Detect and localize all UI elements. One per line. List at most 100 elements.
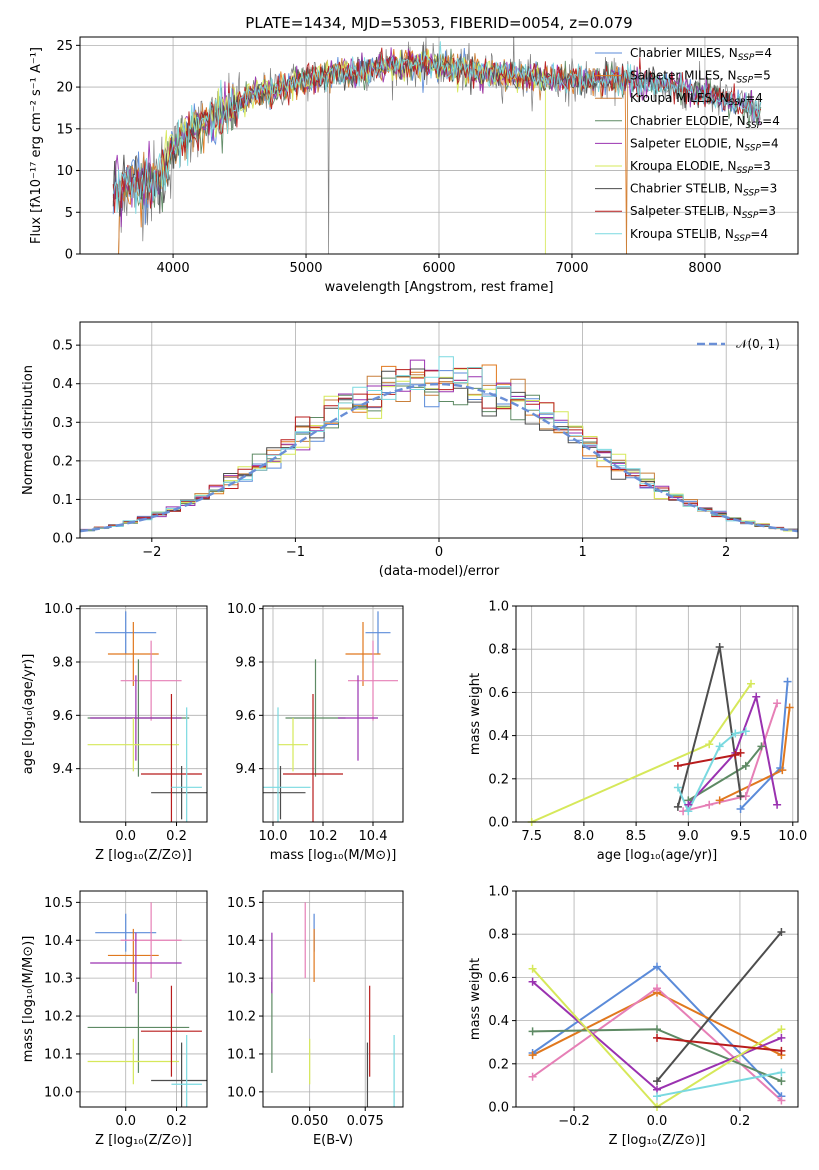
- legend-sep: , N: [729, 114, 746, 128]
- weight-vs-Z-ytick-label: 1.0: [488, 885, 509, 900]
- residuals-ytick-label: 0.3: [52, 416, 73, 431]
- mass-vs-Z-frame: [79, 890, 208, 1108]
- mass-vs-ebv-ytick-label: 10.1: [227, 1047, 256, 1062]
- residuals-xlabel: (data-model)/error: [379, 564, 500, 579]
- spectrum-xtick-label: 7000: [555, 261, 588, 276]
- weight-vs-age-xtick-label: 7.5: [521, 829, 542, 844]
- legend-name: Salpeter MILES: [630, 69, 720, 83]
- legend-sep: , N: [725, 204, 742, 218]
- age-vs-mass-xtick-label: 10.0: [259, 829, 288, 844]
- mass-vs-Z-xlabel: Z [log₁₀(Z/Z⊙)]: [95, 1133, 192, 1148]
- weight-vs-Z-xlabel: Z [log₁₀(Z/Z⊙)]: [609, 1133, 706, 1148]
- age-vs-mass-plot-area: [263, 611, 398, 822]
- age-vs-Z-xtick-label: 0.2: [166, 829, 187, 844]
- legend-entry: Chabrier ELODIE, NSSP=4: [630, 114, 780, 131]
- legend-sub: SSP: [743, 189, 760, 199]
- weight-vs-age-point-marker: [731, 729, 740, 738]
- weight-vs-Z-point-marker: [777, 1025, 786, 1034]
- legend-sep: , N: [720, 69, 737, 83]
- spectrum-xtick-label: 4000: [157, 261, 190, 276]
- weight-vs-age-xlabel: age [log₁₀(age/yr)]: [597, 848, 718, 863]
- spectrum-xtick-label: 5000: [289, 261, 322, 276]
- residuals-xtick-label: −1: [286, 545, 305, 560]
- weight-vs-Z-frame: [515, 890, 799, 1108]
- weight-vs-age-xtick-label: 8.5: [626, 829, 647, 844]
- legend-sub: SSP: [744, 143, 761, 153]
- weight-vs-age-ytick-label: 1.0: [488, 600, 509, 615]
- weight-vs-age-point-marker: [783, 677, 792, 686]
- legend-eq: =: [753, 159, 763, 173]
- mass-vs-Z-xtick-label: 0.2: [166, 1114, 187, 1129]
- legend-sep: , N: [728, 136, 745, 150]
- weight-vs-age-xtick-label: 9.0: [678, 829, 699, 844]
- legend-nssp: 3: [770, 182, 778, 196]
- mass-vs-Z-ytick-label: 10.3: [44, 972, 73, 987]
- legend-name: Kroupa MILES: [630, 91, 712, 105]
- mass-vs-ebv-xtick-label: 0.075: [347, 1114, 384, 1129]
- weight-vs-Z-point-marker: [777, 1033, 786, 1042]
- weight-vs-age-point-marker: [684, 807, 693, 816]
- mass-vs-ebv-xlabel: E(B-V): [313, 1133, 353, 1148]
- spectrum-frame: [79, 36, 799, 255]
- weight-vs-age-point-marker: [741, 727, 750, 736]
- spectrum-plot-area: [112, 37, 762, 254]
- spectrum-ytick-label: 25: [56, 39, 73, 54]
- weight-vs-Z-xtick-label: 0.0: [647, 1114, 668, 1129]
- age-vs-Z-xtick-label: 0.0: [115, 829, 136, 844]
- age-vs-Z-ytick-label: 9.6: [52, 709, 73, 724]
- weight-vs-age-point-marker: [736, 748, 745, 757]
- weight-vs-Z-point-marker: [528, 1027, 537, 1036]
- age-vs-mass-ytick-label: 10.0: [227, 602, 256, 617]
- legend-entry: Salpeter MILES, NSSP=5: [630, 69, 771, 86]
- age-vs-mass-frame: [262, 605, 404, 823]
- residuals-xtick-label: 2: [722, 545, 730, 560]
- legend-eq: =: [754, 46, 764, 60]
- weight-vs-Z-ytick-label: 0.0: [488, 1101, 509, 1116]
- legend-entry: Chabrier STELIB, NSSP=3: [630, 182, 777, 199]
- spectrum-ytick-label: 20: [56, 81, 73, 96]
- age-vs-mass-xtick-label: 10.4: [359, 829, 388, 844]
- legend-entry: Salpeter STELIB, NSSP=3: [630, 204, 776, 221]
- age-vs-Z-xlabel: Z [log₁₀(Z/Z⊙)]: [95, 848, 192, 863]
- legend-sep: , N: [726, 182, 743, 196]
- legend-name: Salpeter ELODIE: [630, 136, 728, 150]
- legend-sub: SSP: [734, 234, 751, 244]
- residuals-ytick-label: 0.1: [52, 493, 73, 508]
- weight-vs-Z-point-marker: [528, 1051, 537, 1060]
- legend-nssp: 4: [760, 227, 768, 241]
- legend-eq: =: [762, 114, 772, 128]
- mass-vs-ebv-frame: [262, 890, 404, 1108]
- weight-vs-age-ytick-label: 0.8: [488, 643, 509, 658]
- mass-vs-Z-ytick-label: 10.1: [44, 1047, 73, 1062]
- weight-vs-age-point-marker: [715, 796, 724, 805]
- legend-nssp: 4: [771, 136, 779, 150]
- weight-vs-Z-series-line: [656, 1036, 782, 1052]
- weight-vs-age-point-marker: [773, 800, 782, 809]
- weight-vs-Z-point-marker: [653, 1092, 661, 1101]
- spectrum-ytick-label: 10: [56, 164, 73, 179]
- gaussian-curve: [80, 382, 798, 533]
- weight-vs-Z-ytick-label: 0.4: [488, 1014, 509, 1029]
- legend-eq: =: [753, 69, 763, 83]
- gaussian-legend-label: 𝒩(0, 1): [736, 337, 780, 351]
- residuals-xtick-label: 1: [578, 545, 586, 560]
- legend-entry: Kroupa ELODIE, NSSP=3: [630, 159, 771, 176]
- age-vs-Z-plot-area: [87, 611, 207, 822]
- weight-vs-age-point-marker: [752, 692, 761, 701]
- legend-nssp: 4: [772, 114, 780, 128]
- mass-vs-ebv-ytick-label: 10.0: [227, 1085, 256, 1100]
- weight-vs-age-series-line: [687, 693, 779, 806]
- weight-vs-age-xtick-label: 9.5: [730, 829, 751, 844]
- weight-vs-Z-point-marker: [777, 1096, 786, 1105]
- age-vs-Z-ytick-label: 9.4: [52, 762, 73, 777]
- weight-vs-age-point-marker: [715, 643, 724, 652]
- spectrum-title: PLATE=1434, MJD=53053, FIBERID=0054, z=0…: [245, 14, 632, 32]
- legend-nssp: 5: [763, 69, 771, 83]
- legend-sub: SSP: [738, 53, 755, 63]
- legend-entry: Kroupa STELIB, NSSP=4: [630, 227, 768, 244]
- legend-name: Chabrier ELODIE: [630, 114, 729, 128]
- weight-vs-age-point-marker: [785, 703, 794, 712]
- age-vs-mass-ytick-label: 9.4: [235, 762, 256, 777]
- weight-vs-age-point-marker: [747, 679, 755, 688]
